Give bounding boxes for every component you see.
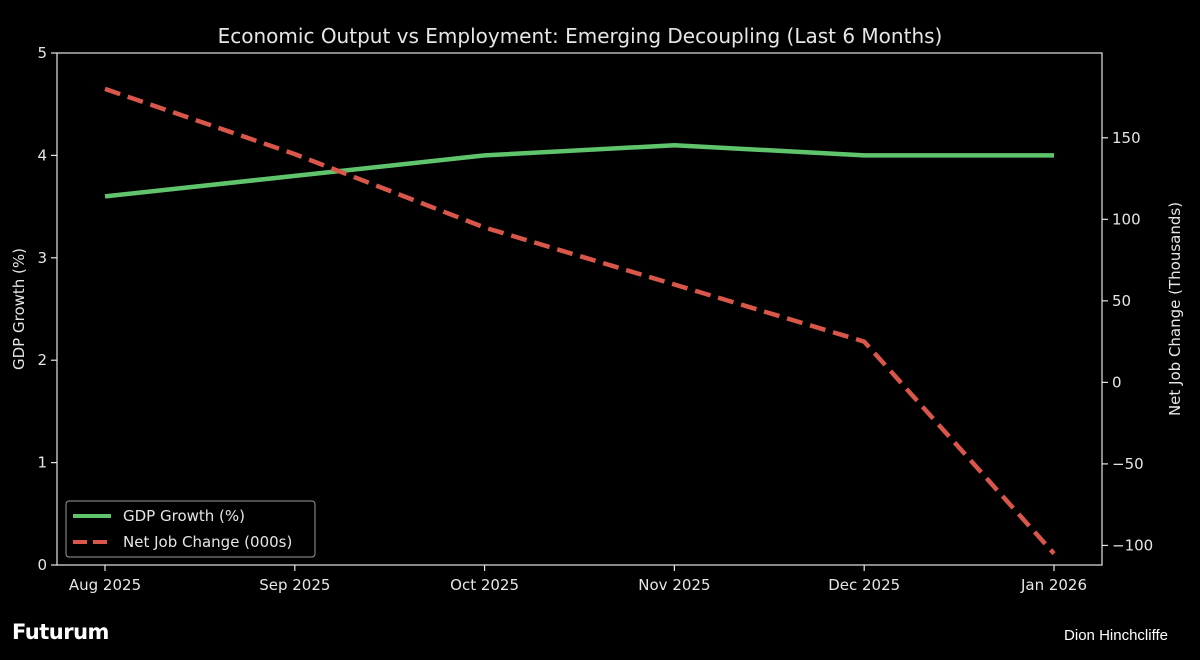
series-line-gdp [104,142,1054,199]
legend-label-jobs: Net Job Change (000s) [123,533,292,551]
x-axis: Aug 2025 Sep 2025 Oct 2025 Nov 2025 Dec 2025… [69,565,1087,594]
right-y-tick-label: 150 [1112,129,1141,147]
left-y-axis: 0 1 2 3 4 5 [37,44,57,574]
right-y-axis: −100 −50 0 50 100 150 [1102,129,1153,554]
chart: Economic Output vs Employment: Emerging … [10,24,1184,594]
legend: GDP Growth (%) Net Job Change (000s) [65,500,316,558]
brand-logo: Futurum [12,620,109,644]
series-line-jobs [104,86,1056,556]
left-y-tick-label: 4 [37,146,47,164]
legend-box [65,500,316,558]
right-y-tick-label: −50 [1112,455,1144,473]
right-y-axis-label: Net Job Change (Thousands) [1166,202,1184,416]
right-y-tick-label: 100 [1112,210,1141,228]
chart-title: Economic Output vs Employment: Emerging … [218,24,943,48]
right-y-tick-label: 50 [1112,292,1131,310]
x-tick-label: Oct 2025 [450,576,519,594]
left-y-axis-label: GDP Growth (%) [10,248,28,370]
x-tick-label: Jan 2026 [1020,576,1087,594]
x-tick-label: Nov 2025 [638,576,710,594]
right-y-tick-label: 0 [1112,373,1122,391]
x-tick-label: Dec 2025 [828,576,900,594]
left-y-tick-label: 5 [37,44,47,62]
left-y-tick-label: 1 [37,454,47,472]
right-y-tick-label: −100 [1112,536,1153,554]
x-tick-label: Aug 2025 [69,576,141,594]
author-credit: Dion Hinchcliffe [1064,627,1168,644]
left-y-tick-label: 3 [37,249,47,267]
left-y-tick-label: 2 [37,351,47,369]
plot-frame [56,52,1103,566]
legend-label-gdp: GDP Growth (%) [123,507,245,525]
x-tick-label: Sep 2025 [259,576,330,594]
left-y-tick-label: 0 [37,556,47,574]
series-group [104,86,1056,556]
